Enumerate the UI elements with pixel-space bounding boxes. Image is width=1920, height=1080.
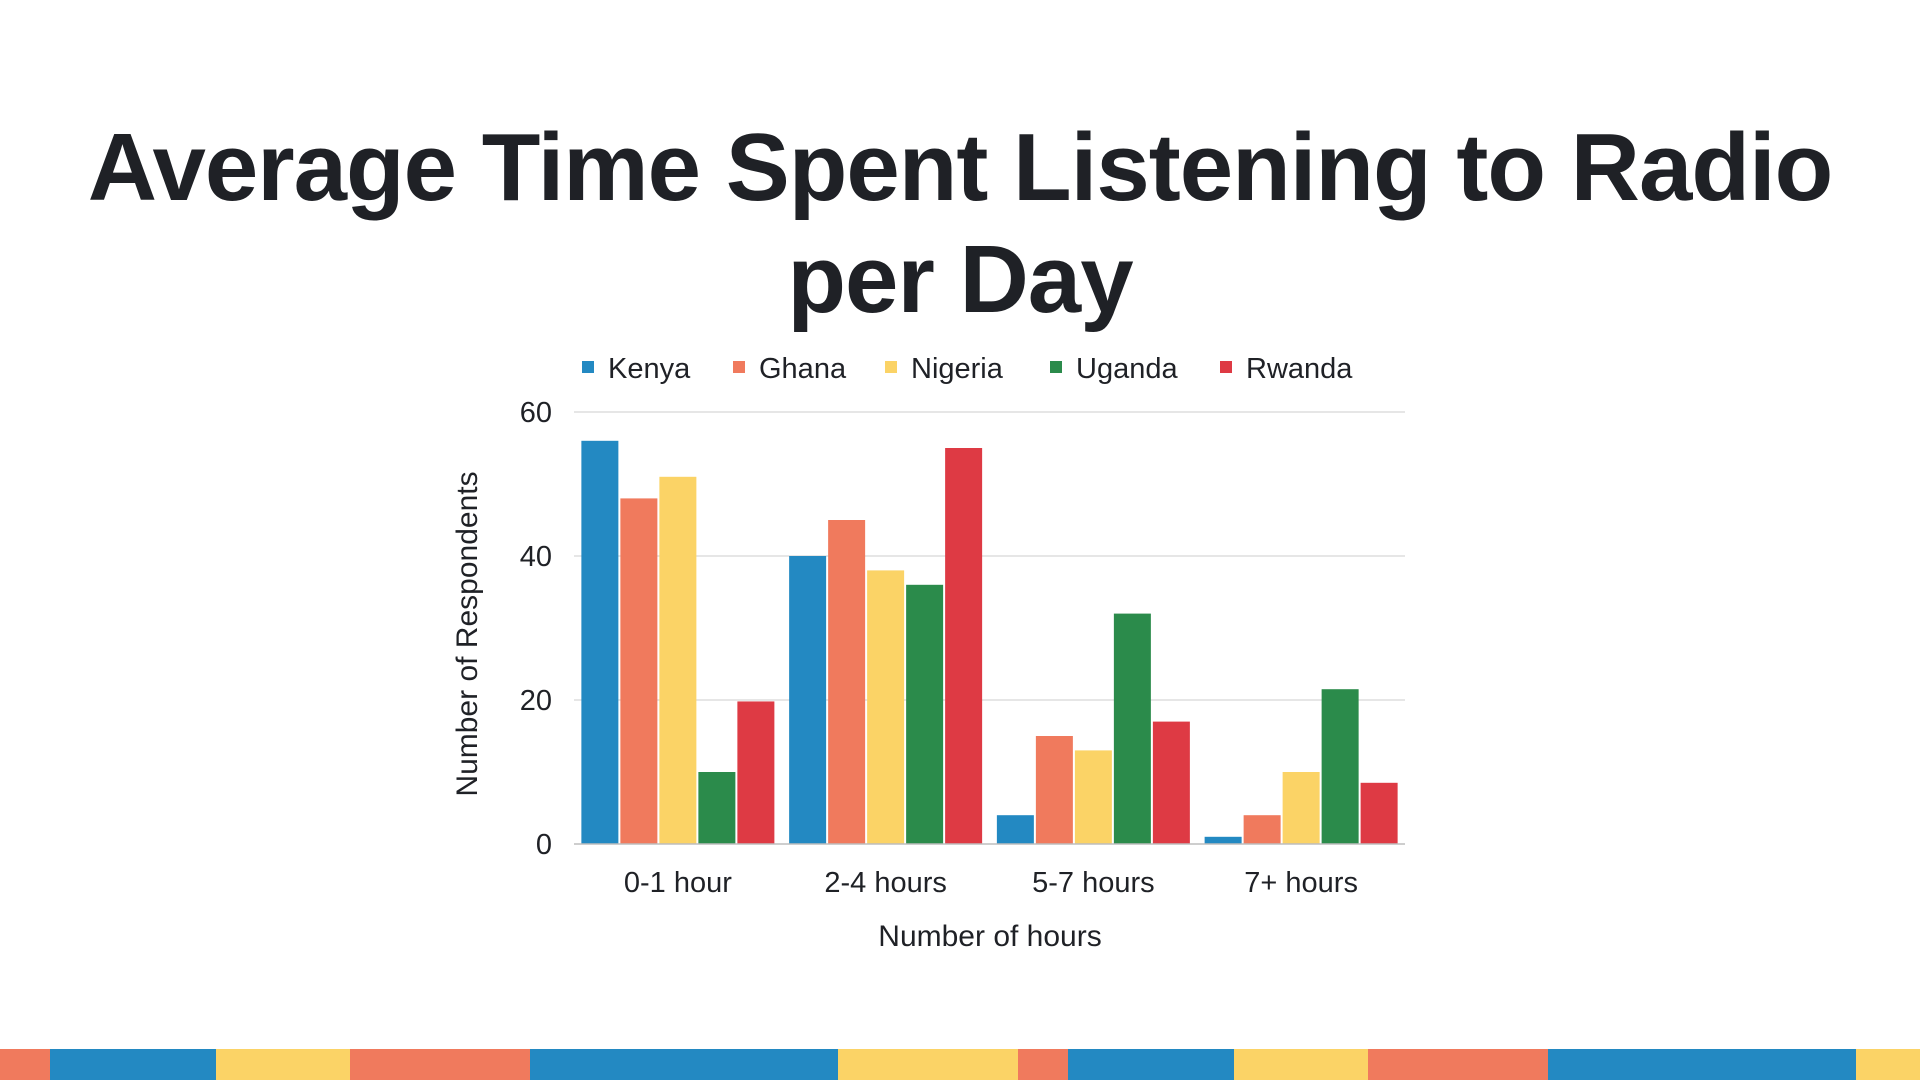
strip-segment (530, 1049, 838, 1080)
strip-segment (50, 1049, 216, 1080)
bar-ghana-4 (1243, 815, 1281, 844)
y-tick-label: 60 (520, 397, 552, 429)
bar-ghana-2 (828, 520, 866, 844)
strip-segment (1548, 1049, 1856, 1080)
legend: Kenya Ghana Nigeria Uganda Rwanda (582, 353, 1353, 385)
legend-swatch-rwanda (1220, 361, 1232, 373)
bar-rwanda-4 (1360, 782, 1398, 844)
axes: 0 20 40 60 0-1 hour 2-4 hours 5-7 hours 7+ hour… (520, 397, 1405, 899)
bar-nigeria-4 (1282, 772, 1320, 844)
strip-segment (0, 1049, 50, 1080)
strip-segment (216, 1049, 350, 1080)
y-tick-label: 20 (520, 685, 552, 717)
bar-kenya-4 (1204, 836, 1242, 844)
y-tick-label: 40 (520, 541, 552, 573)
y-tick-label: 0 (536, 829, 552, 861)
gridlines (574, 411, 1405, 701)
bar-kenya-1 (581, 440, 619, 844)
strip-segment (350, 1049, 530, 1080)
legend-label-kenya: Kenya (608, 353, 691, 385)
bars (581, 440, 1398, 844)
strip-segment (1368, 1049, 1548, 1080)
bar-ghana-1 (620, 498, 658, 844)
bar-nigeria-2 (867, 570, 905, 844)
x-axis-label: Number of hours (878, 920, 1101, 953)
bar-rwanda-2 (945, 448, 983, 844)
bar-uganda-1 (698, 772, 736, 844)
legend-label-rwanda: Rwanda (1246, 353, 1353, 385)
legend-label-nigeria: Nigeria (911, 353, 1004, 385)
bar-nigeria-1 (659, 476, 697, 844)
legend-swatch-uganda (1050, 361, 1062, 373)
page-title: Average Time Spent Listening to Radio pe… (87, 114, 1834, 333)
strip-segment (1856, 1049, 1920, 1080)
legend-label-ghana: Ghana (759, 353, 847, 385)
strip-segment (838, 1049, 1018, 1080)
legend-swatch-ghana (733, 361, 745, 373)
x-tick-label: 5-7 hours (1032, 867, 1155, 899)
bar-rwanda-3 (1152, 721, 1190, 844)
bar-uganda-3 (1113, 613, 1151, 844)
bar-uganda-4 (1321, 689, 1359, 844)
bar-ghana-3 (1035, 736, 1073, 844)
legend-swatch-nigeria (885, 361, 897, 373)
bar-chart: 0 20 40 60 0-1 hour 2-4 hours 5-7 hours 7+ hour… (451, 353, 1405, 953)
bar-uganda-2 (906, 584, 944, 844)
legend-label-uganda: Uganda (1076, 353, 1178, 385)
strip-segment (1018, 1049, 1068, 1080)
decorative-color-strip (0, 1049, 1920, 1080)
x-tick-label: 0-1 hour (624, 867, 732, 899)
bar-rwanda-1 (737, 701, 775, 844)
y-axis-label: Number of Respondents (451, 471, 484, 796)
bar-kenya-2 (789, 556, 827, 844)
bar-kenya-3 (996, 815, 1034, 844)
x-tick-label: 2-4 hours (824, 867, 947, 899)
legend-swatch-kenya (582, 361, 594, 373)
strip-segment (1234, 1049, 1368, 1080)
bar-nigeria-3 (1074, 750, 1112, 844)
strip-segment (1068, 1049, 1234, 1080)
x-tick-label: 7+ hours (1244, 867, 1358, 899)
